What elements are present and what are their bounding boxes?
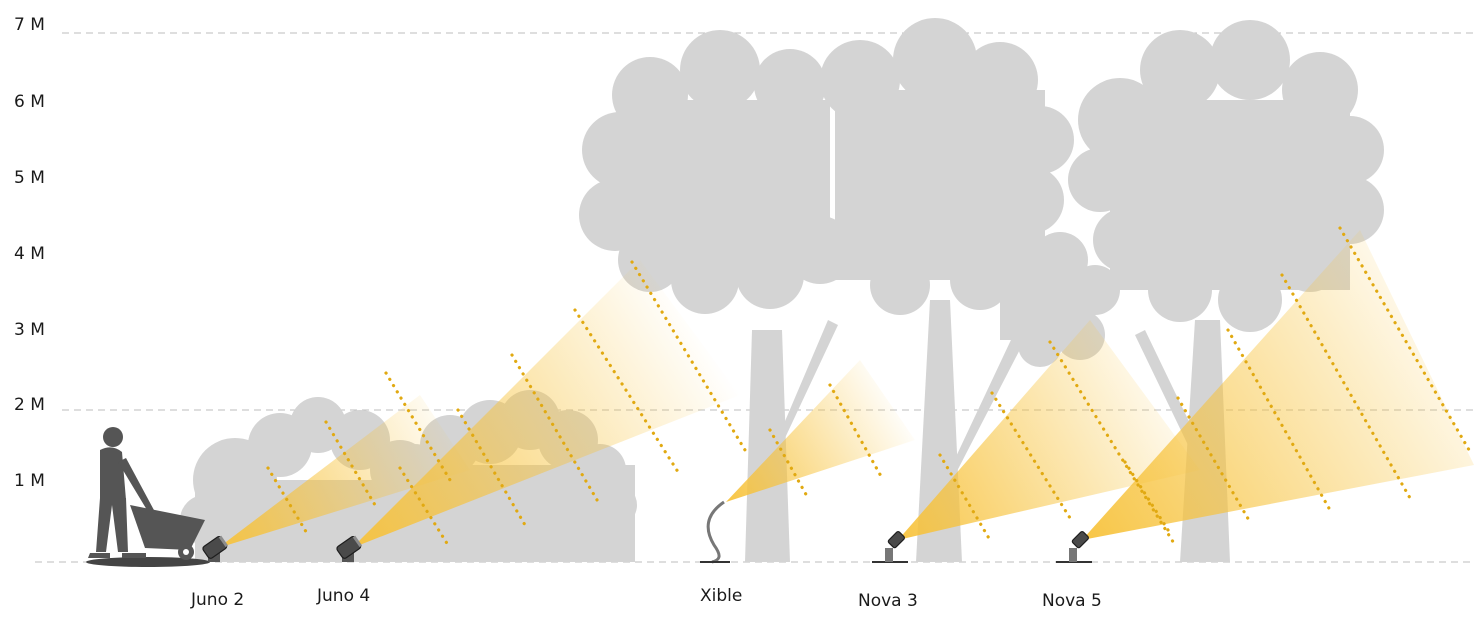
fixture-xible — [700, 502, 730, 562]
y-label-3m: 3 M — [14, 320, 45, 340]
fixture-label-juno4: Juno 4 — [316, 586, 370, 606]
y-label-6m: 6 M — [14, 92, 45, 112]
y-label-2m: 2 M — [14, 395, 45, 415]
y-label-1m: 1 M — [14, 471, 45, 491]
y-label-7m: 7 M — [14, 15, 45, 35]
y-label-4m: 4 M — [14, 244, 45, 264]
fixture-label-xible: Xible — [700, 586, 742, 606]
fixture-labels: Juno 2 Juno 4 Xible Nova 3 Nova 5 — [190, 586, 1102, 611]
y-label-5m: 5 M — [14, 168, 45, 188]
y-axis: 7 M 6 M 5 M 4 M 3 M 2 M 1 M — [14, 15, 45, 491]
fixture-label-juno2: Juno 2 — [190, 590, 244, 610]
fixture-nova5 — [1056, 531, 1092, 562]
fixture-nova3 — [872, 531, 908, 562]
fixture-label-nova3: Nova 3 — [858, 591, 918, 611]
fixture-label-nova5: Nova 5 — [1042, 591, 1102, 611]
person-wheelbarrow-icon — [86, 427, 210, 567]
